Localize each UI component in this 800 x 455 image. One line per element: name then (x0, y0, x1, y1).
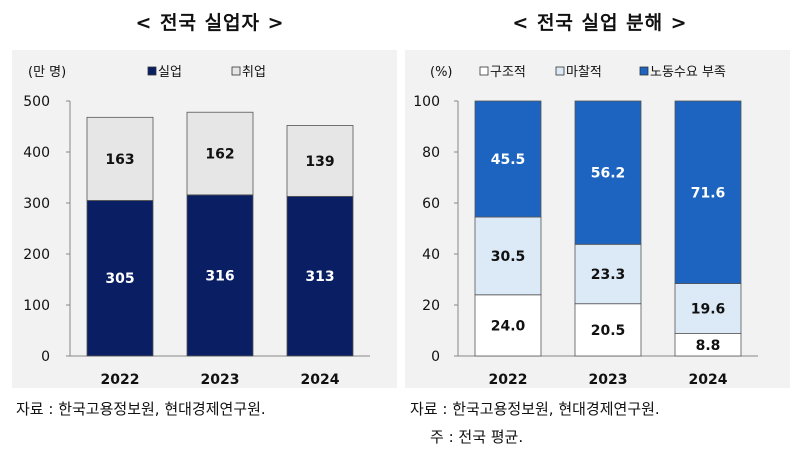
right-xtick-1: 2023 (589, 372, 628, 388)
right-legend-swatch-1 (555, 66, 565, 76)
left-legend-label-1: 취업 (242, 65, 266, 80)
right-xtick-2: 2024 (689, 372, 728, 388)
right-bar-노동수요 부족-2022 (474, 100, 542, 218)
right-ytick-2: 40 (422, 247, 440, 263)
left-data-label-0-2: 313 (305, 269, 334, 285)
right-bar-노동수요 부족-2024 (674, 100, 742, 284)
footnote-right: 주 : 전국 평균. (430, 428, 524, 446)
right-xtick-0: 2022 (489, 372, 528, 388)
left-data-label-1-0: 163 (105, 152, 134, 168)
right-bar-구조적-2022 (474, 294, 542, 357)
left-bar-취업-2024 (286, 125, 354, 197)
right-data-label-2-0: 45.5 (491, 152, 526, 168)
left-legend-label-0: 실업 (158, 65, 182, 80)
left-ytick-4: 400 (23, 145, 50, 161)
right-ytick-4: 80 (422, 145, 440, 161)
left-data-label-1-2: 139 (305, 154, 334, 170)
right-legend-swatch-2 (639, 66, 649, 76)
right-legend-label-1: 마찰적 (566, 65, 602, 80)
left-ytick-3: 300 (23, 196, 50, 212)
right-ytick-5: 100 (413, 94, 440, 110)
right-bar-노동수요 부족-2023 (574, 100, 642, 245)
left-ytick-0: 0 (41, 349, 50, 365)
left-ytick-5: 500 (23, 94, 50, 110)
left-bar-실업-2024 (286, 195, 354, 357)
left-legend-swatch-1 (231, 66, 241, 76)
right-unit-label: (%) (430, 65, 453, 80)
left-bar-실업-2022 (86, 200, 154, 357)
right-data-label-1-2: 19.6 (691, 302, 726, 318)
right-legend-label-0: 구조적 (490, 65, 526, 80)
left-xtick-2: 2024 (301, 372, 340, 388)
right-chart-title: < 전국 실업 분해 > (512, 12, 688, 34)
right-data-label-2-1: 56.2 (591, 166, 626, 182)
right-data-label-0-2: 8.8 (696, 338, 721, 354)
left-data-label-0-0: 305 (105, 271, 134, 287)
left-ytick-2: 200 (23, 247, 50, 263)
left-data-label-1-1: 162 (205, 147, 234, 163)
right-legend-label-2: 노동수요 부족 (650, 65, 726, 80)
right-data-label-0-1: 20.5 (591, 323, 626, 339)
left-data-label-0-1: 316 (205, 268, 234, 284)
right-data-label-0-0: 24.0 (491, 318, 526, 334)
left-unit-label: (만 명) (28, 65, 66, 80)
right-legend-swatch-0 (479, 66, 489, 76)
source-note-left: 자료 : 한국고용정보원, 현대경제연구원. (16, 400, 266, 418)
right-data-label-2-2: 71.6 (691, 185, 726, 201)
left-bar-취업-2022 (86, 116, 154, 201)
left-bar-취업-2023 (186, 111, 254, 196)
right-data-label-1-1: 23.3 (591, 267, 626, 283)
right-data-label-1-0: 30.5 (491, 249, 526, 265)
left-xtick-0: 2022 (101, 372, 140, 388)
right-bar-마찰적-2022 (474, 216, 542, 296)
right-ytick-0: 0 (431, 349, 440, 365)
right-ytick-3: 60 (422, 196, 440, 212)
left-xtick-1: 2023 (201, 372, 240, 388)
left-chart-title: < 전국 실업자 > (135, 12, 285, 34)
left-ytick-1: 100 (23, 298, 50, 314)
left-bar-실업-2023 (186, 194, 254, 357)
right-ytick-1: 20 (422, 298, 440, 314)
source-note-right: 자료 : 한국고용정보원, 현대경제연구원. (410, 400, 660, 418)
left-legend-swatch-0 (147, 66, 157, 76)
